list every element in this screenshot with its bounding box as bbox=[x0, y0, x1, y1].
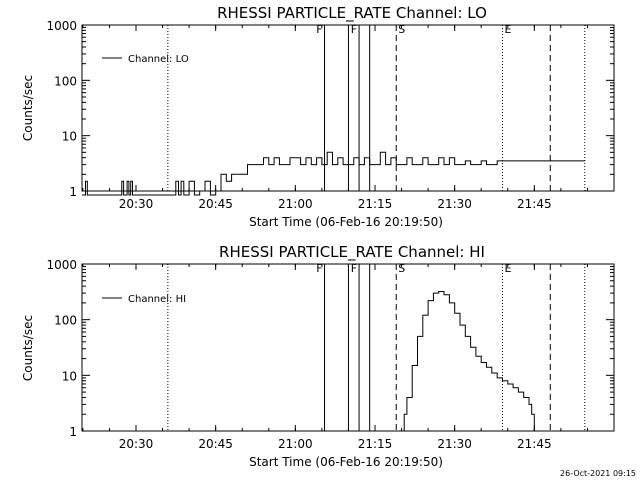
x-tick-label: 21:15 bbox=[358, 437, 393, 451]
x-ticks: 20:30 20:45 21:00 21:15 21:30 21:45 bbox=[82, 25, 615, 211]
x-tick-label: 21:30 bbox=[437, 197, 472, 211]
event-flag-label: E bbox=[504, 23, 511, 36]
x-tick-label: 20:30 bbox=[119, 197, 154, 211]
y-tick-label: 1000 bbox=[46, 258, 77, 272]
x-axis-label: Start Time (06-Feb-16 20:19:50) bbox=[249, 215, 443, 229]
x-tick-label: 21:30 bbox=[437, 437, 472, 451]
chart-panel-hi: RHESSI PARTICLE_RATE Channel: HI Counts/… bbox=[21, 243, 615, 469]
series-group bbox=[401, 291, 535, 432]
y-tick-label: 10 bbox=[62, 369, 77, 383]
y-ticks: 1 10 100 1000 bbox=[46, 258, 614, 439]
series-line bbox=[82, 151, 585, 196]
series-group bbox=[82, 151, 585, 196]
legend-label: Channel: LO bbox=[128, 54, 189, 65]
legend-label: Channel: HI bbox=[128, 294, 186, 305]
chart-title: RHESSI PARTICLE_RATE Channel: LO bbox=[217, 4, 487, 23]
x-tick-label: 21:00 bbox=[278, 197, 313, 211]
x-ticks: 20:30 20:45 21:00 21:15 21:30 21:45 bbox=[82, 264, 615, 451]
y-axis-label: Counts/sec bbox=[21, 75, 35, 141]
legend: Channel: HI bbox=[102, 294, 186, 305]
y-axis-label: Counts/sec bbox=[21, 315, 35, 381]
footer-timestamp: 26-Oct-2021 09:15 bbox=[560, 469, 636, 478]
legend: Channel: LO bbox=[102, 54, 189, 65]
x-axis-label: Start Time (06-Feb-16 20:19:50) bbox=[249, 455, 443, 469]
y-tick-label: 1 bbox=[69, 425, 77, 439]
event-flag-label: F bbox=[316, 23, 322, 36]
x-tick-label: 21:45 bbox=[517, 197, 552, 211]
event-flag-label: F bbox=[316, 262, 322, 275]
series-line bbox=[401, 291, 535, 432]
chart-title: RHESSI PARTICLE_RATE Channel: HI bbox=[219, 243, 485, 262]
event-flag-label: E bbox=[504, 262, 511, 275]
y-tick-label: 1 bbox=[69, 185, 77, 199]
x-tick-label: 21:00 bbox=[278, 437, 313, 451]
y-tick-label: 10 bbox=[62, 130, 77, 144]
y-tick-label: 1000 bbox=[46, 19, 77, 33]
x-tick-label: 20:45 bbox=[198, 437, 233, 451]
y-tick-label: 100 bbox=[54, 74, 77, 88]
chart-panel-lo: RHESSI PARTICLE_RATE Channel: LO Counts/… bbox=[21, 4, 615, 229]
y-ticks: 1 10 100 1000 bbox=[46, 19, 614, 199]
y-tick-label: 100 bbox=[54, 314, 77, 328]
x-tick-label: 21:45 bbox=[517, 437, 552, 451]
event-flag-label: F bbox=[351, 23, 357, 36]
x-tick-label: 20:30 bbox=[119, 437, 154, 451]
event-flag-label: F bbox=[351, 262, 357, 275]
event-flag-label: S bbox=[398, 23, 405, 36]
x-tick-label: 20:45 bbox=[198, 197, 233, 211]
event-flag-label: S bbox=[398, 262, 405, 275]
x-tick-label: 21:15 bbox=[358, 197, 393, 211]
